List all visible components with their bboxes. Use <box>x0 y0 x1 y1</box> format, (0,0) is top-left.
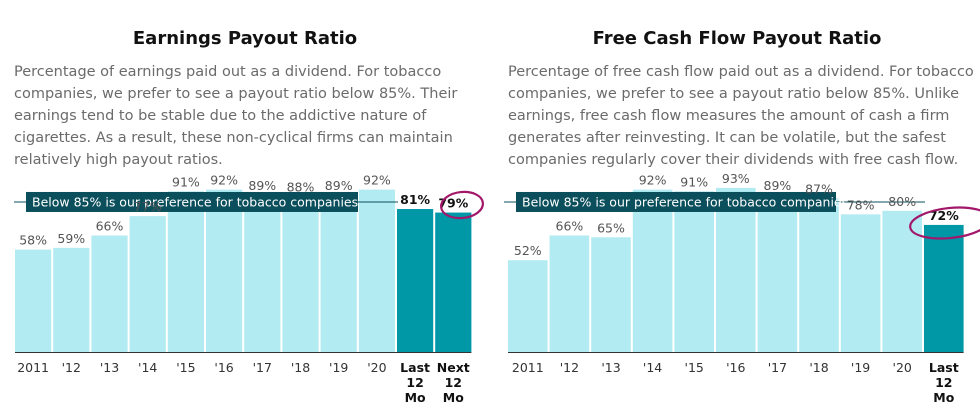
tick-label: '20 <box>893 360 912 375</box>
tick-label: '19 <box>329 360 348 375</box>
bar-Last 12 Mo <box>397 209 434 352</box>
tick-label: '17 <box>768 360 787 375</box>
data-label: 78% <box>847 197 875 212</box>
bar-'19 <box>840 214 881 352</box>
earnings-payout-chart: Below 85% is our preference for tobacco … <box>14 173 485 405</box>
tick-label: '20 <box>367 360 386 375</box>
tick-label: '14 <box>643 360 662 375</box>
bar-'19 <box>320 194 357 352</box>
chart-description: Percentage of earnings paid out as a div… <box>14 64 458 168</box>
tick-label: '17 <box>253 360 272 375</box>
bar-'17 <box>757 194 798 352</box>
tick-label: 2011 <box>17 360 49 375</box>
tick-label: Last 12 Mo <box>929 360 959 405</box>
bar-'18 <box>799 198 839 352</box>
tick-label: '15 <box>685 360 704 375</box>
bar-Next 12 Mo <box>435 212 472 352</box>
bar-'17 <box>244 194 281 352</box>
data-label: 92% <box>363 173 391 188</box>
data-label: 89% <box>248 178 276 193</box>
tick-label: Next 12 Mo <box>437 360 470 405</box>
tick-label: '16 <box>726 360 745 375</box>
data-label: 58% <box>19 233 47 248</box>
tick-label: '15 <box>176 360 195 375</box>
reference-label: Below 85% is our preference for tobacco … <box>522 194 848 209</box>
data-label: 88% <box>287 180 315 195</box>
bar-'20 <box>358 189 395 352</box>
bar-'15 <box>167 191 204 352</box>
data-label: 66% <box>556 219 584 234</box>
bar-'13 <box>591 237 631 352</box>
tick-label: '14 <box>138 360 157 375</box>
fcf-payout-chart: Below 85% is our preference for tobacco … <box>504 171 980 405</box>
bar-Last 12 Mo <box>924 224 964 352</box>
data-label: 89% <box>764 178 792 193</box>
fcf-payout-panel: Free Cash Flow Payout Ratio Percentage o… <box>490 0 980 417</box>
bar-2011 <box>15 249 52 352</box>
bar-'20 <box>882 210 922 352</box>
data-label: 59% <box>57 231 85 246</box>
highlight-circle <box>909 206 980 240</box>
tick-label: '18 <box>291 360 310 375</box>
bar-2011 <box>508 260 548 352</box>
data-label: 77% <box>134 199 162 214</box>
tick-label: '12 <box>62 360 81 375</box>
bar-'16 <box>716 187 756 352</box>
bar-'16 <box>206 189 243 352</box>
data-label: 91% <box>680 174 708 189</box>
data-label: 93% <box>722 171 750 186</box>
data-label: 72% <box>929 208 959 223</box>
earnings-payout-panel: Earnings Payout Ratio Percentage of earn… <box>14 28 485 405</box>
bar-'14 <box>129 216 166 352</box>
highlight-circle <box>439 190 485 220</box>
tick-label: 2011 <box>512 360 544 375</box>
chart-title: Free Cash Flow Payout Ratio <box>592 28 882 49</box>
tick-label: Last 12 Mo <box>400 360 430 405</box>
data-label: 80% <box>888 194 916 209</box>
reference-box <box>26 191 358 212</box>
data-label: 89% <box>325 178 353 193</box>
chart-title: Earnings Payout Ratio <box>132 28 358 49</box>
data-label: 81% <box>400 192 430 207</box>
data-label: 92% <box>639 173 667 188</box>
bar-'13 <box>91 235 128 352</box>
data-label: 87% <box>805 181 833 196</box>
tick-label: '13 <box>100 360 119 375</box>
bar-'12 <box>53 247 90 352</box>
data-label: 91% <box>172 174 200 189</box>
reference-box <box>516 191 836 212</box>
data-label: 92% <box>210 173 238 188</box>
tick-label: '18 <box>809 360 828 375</box>
data-label: 65% <box>597 220 625 235</box>
reference-label: Below 85% is our preference for tobacco … <box>32 194 358 209</box>
tick-label: '19 <box>851 360 870 375</box>
data-label: 79% <box>438 196 468 211</box>
bar-'18 <box>282 196 319 352</box>
bar-'15 <box>674 191 714 352</box>
bar-'12 <box>549 235 590 352</box>
data-label: 52% <box>514 243 542 258</box>
chart-description: Percentage of free cash flow paid out as… <box>508 64 974 168</box>
tick-label: '16 <box>214 360 233 375</box>
tick-label: '12 <box>560 360 579 375</box>
tick-label: '13 <box>601 360 620 375</box>
bar-'14 <box>632 189 673 352</box>
data-label: 66% <box>96 219 124 234</box>
